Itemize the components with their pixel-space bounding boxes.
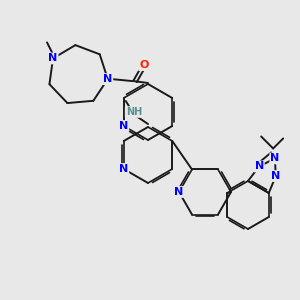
Text: N: N bbox=[271, 171, 280, 181]
Text: N: N bbox=[48, 53, 58, 63]
Text: NH: NH bbox=[126, 107, 142, 117]
Text: N: N bbox=[103, 74, 112, 84]
Text: N: N bbox=[119, 164, 128, 174]
Text: N: N bbox=[119, 121, 128, 131]
Text: O: O bbox=[139, 60, 148, 70]
Text: N: N bbox=[254, 161, 264, 172]
Text: N: N bbox=[270, 153, 280, 164]
Text: N: N bbox=[174, 187, 184, 197]
